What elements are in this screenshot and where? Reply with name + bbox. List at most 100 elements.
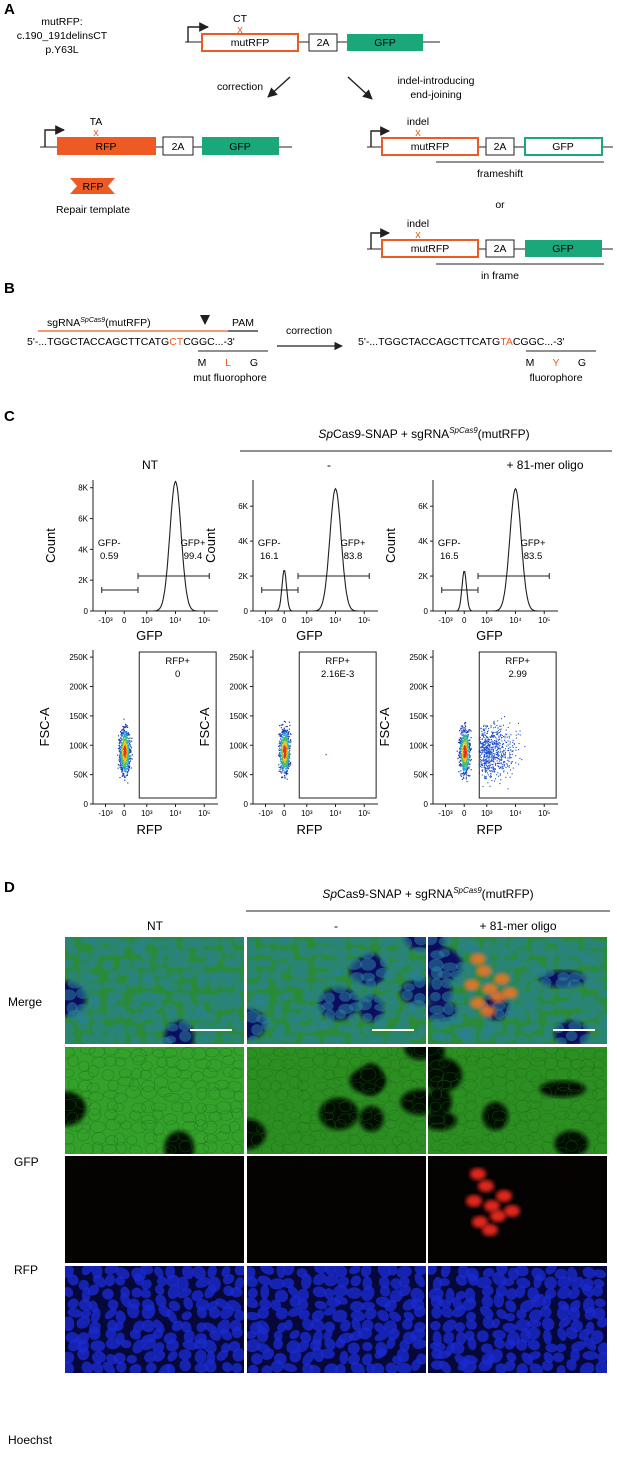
event-dot	[467, 735, 469, 737]
rfp-positive-cell	[480, 1005, 496, 1017]
event-dot	[491, 732, 493, 734]
nucleus	[65, 958, 74, 968]
event-dot	[481, 766, 483, 768]
panel-c-letter: C	[4, 408, 15, 425]
nucleus	[440, 1266, 451, 1278]
event-dot	[460, 733, 462, 735]
event-dot	[124, 751, 126, 753]
event-dot	[481, 765, 483, 767]
event-dot	[127, 765, 129, 767]
cell	[401, 1080, 418, 1092]
event-dot	[462, 748, 464, 750]
event-dot	[491, 755, 493, 757]
cell	[395, 1130, 411, 1143]
event-dot	[284, 772, 286, 774]
event-dot	[119, 737, 121, 739]
event-dot	[290, 741, 292, 743]
event-dot	[493, 760, 495, 762]
event-dot	[481, 753, 483, 755]
rfp-positive-cell	[482, 1224, 498, 1236]
event-dot	[496, 756, 498, 758]
event-dot	[501, 762, 503, 764]
nucleus	[334, 1363, 346, 1373]
event-dot	[488, 745, 490, 747]
nucleus	[168, 972, 181, 982]
event-dot	[484, 760, 486, 762]
x-tick-label: -10³	[98, 809, 113, 818]
event-dot	[503, 770, 505, 772]
scatter-y-label: FSC-A	[197, 707, 212, 746]
event-dot	[127, 737, 129, 739]
nucleus	[431, 977, 442, 990]
nucleus	[91, 1266, 103, 1279]
event-dot	[501, 768, 503, 770]
event-dot	[121, 732, 123, 734]
event-dot	[122, 729, 124, 731]
event-dot	[119, 762, 121, 764]
event-dot	[123, 758, 125, 760]
nucleus	[65, 1033, 76, 1044]
event-dot	[122, 745, 124, 748]
event-dot	[486, 767, 488, 769]
event-dot	[131, 754, 133, 756]
nucleus	[361, 1266, 372, 1278]
nucleus	[593, 1278, 605, 1288]
event-dot	[484, 743, 486, 745]
cell	[376, 1047, 393, 1058]
event-dot	[460, 763, 463, 766]
nucleus	[467, 1336, 477, 1351]
event-dot	[494, 740, 496, 742]
cell	[261, 1129, 275, 1141]
nucleus	[431, 1306, 442, 1319]
nucleus	[324, 1008, 336, 1022]
event-dot	[278, 753, 280, 755]
event-dot	[280, 749, 282, 751]
event-dot	[283, 756, 285, 758]
event-dot	[284, 731, 286, 733]
event-dot	[481, 751, 483, 753]
nucleus	[478, 1030, 494, 1042]
event-dot	[285, 735, 287, 737]
event-dot	[458, 738, 460, 740]
event-dot	[503, 756, 505, 758]
nucleus	[466, 945, 480, 956]
event-dot	[122, 763, 124, 765]
event-dot	[283, 731, 285, 733]
cell	[205, 1082, 220, 1092]
cell	[103, 1047, 119, 1056]
event-dot	[287, 746, 289, 748]
event-dot	[500, 725, 502, 727]
event-dot	[487, 741, 489, 743]
cell	[580, 1066, 596, 1078]
event-dot	[482, 752, 484, 754]
nucleus	[438, 949, 450, 958]
event-dot	[487, 767, 489, 769]
cell	[482, 1048, 495, 1059]
nucleus	[360, 1025, 374, 1036]
event-dot	[459, 747, 461, 749]
event-dot	[125, 765, 128, 767]
event-dot	[463, 746, 465, 748]
event-dot	[466, 759, 468, 761]
y-tick-label: 0	[84, 607, 89, 616]
cell	[78, 1079, 93, 1092]
nucleus	[409, 999, 426, 1012]
event-dot	[122, 734, 124, 736]
nucleus	[205, 937, 220, 947]
cell	[465, 1049, 481, 1062]
micrograph-merge-1	[247, 937, 426, 1044]
nucleus	[526, 990, 542, 999]
event-dot	[120, 760, 122, 762]
event-dot	[119, 747, 121, 749]
event-dot	[493, 768, 495, 770]
event-dot	[127, 741, 129, 743]
event-dot	[458, 761, 460, 763]
cell	[128, 1078, 140, 1091]
panel-d-letter: D	[4, 879, 15, 896]
nucleus	[221, 1033, 233, 1044]
cell	[282, 1101, 295, 1111]
nucleus	[231, 1019, 244, 1033]
event-dot	[465, 758, 468, 760]
event-dot	[501, 758, 503, 760]
nucleus	[87, 1284, 99, 1296]
